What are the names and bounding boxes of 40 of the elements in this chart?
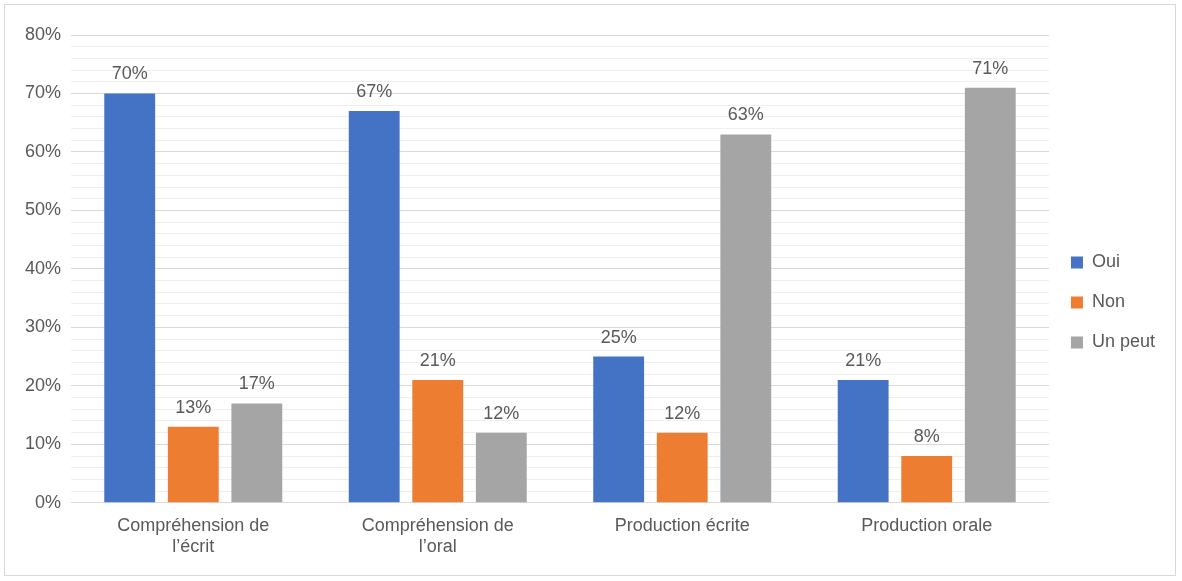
bar [720,134,772,503]
bar [837,380,889,503]
bar [656,432,708,503]
text: 17% [238,373,275,394]
y-tick-label: 20% [25,374,62,395]
text: 21% [419,349,456,370]
text: 70% [111,63,148,84]
bar [104,93,156,503]
y-tick-label: 10% [25,433,62,454]
y-tick-label: 60% [25,140,62,161]
x-tick-label: Production écrite [614,514,750,535]
text: 25% [600,326,637,347]
legend-label: Non [1091,291,1125,312]
y-tick-label: 50% [25,199,62,220]
bar [348,111,400,503]
x-tick-label: Compréhension de l’écrit [117,514,270,557]
bar [901,456,953,503]
y-tick-label: 0% [35,491,62,512]
bar [593,356,645,503]
legend-label: Oui [1091,251,1120,272]
text: 13% [175,396,212,417]
text: 67% [356,80,393,101]
y-tick-label: 70% [25,82,62,103]
bar [167,426,219,503]
x-tick-label: Compréhension de l’oral [361,514,514,557]
text: 12% [483,402,520,423]
bar [475,432,527,503]
y-tick-label: 30% [25,316,62,337]
bar [231,403,283,503]
y-tick-label: 40% [25,257,62,278]
legend-label: Un peut [1091,331,1155,352]
x-tick-label: Production orale [861,514,993,535]
text: 71% [972,57,1009,78]
bar [412,380,464,503]
text: 8% [913,425,940,446]
y-tick-label: 80% [25,23,62,44]
text: 63% [727,104,764,125]
text: 12% [664,402,701,423]
text: 21% [845,349,882,370]
bar [964,87,1016,503]
